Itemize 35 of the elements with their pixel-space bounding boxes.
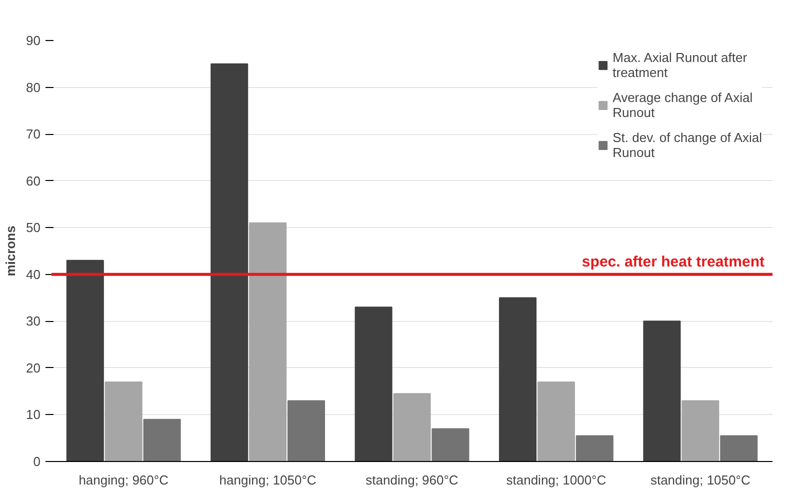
- bar: [498, 297, 537, 462]
- bar: [249, 222, 287, 462]
- y-tick-label: 90: [26, 33, 41, 48]
- legend-label: St. dev. of change of Axial Runout: [612, 130, 762, 160]
- ref-line-label: spec. after heat treatment: [582, 253, 765, 270]
- bar: [720, 435, 758, 462]
- bar: [393, 393, 431, 462]
- x-tick-label: hanging; 960°C: [78, 472, 168, 488]
- y-tick-label: 10: [26, 407, 41, 422]
- bar: [354, 306, 392, 462]
- y-tick-label: 40: [26, 266, 41, 282]
- y-tick-label: 0: [33, 454, 41, 469]
- y-tick-label: 50: [26, 220, 41, 236]
- y-axis-title: microns: [3, 226, 18, 276]
- y-tick-label: 60: [26, 173, 41, 188]
- bar: [66, 260, 104, 462]
- x-tick-label: standing; 960°C: [366, 472, 458, 488]
- bar: [537, 381, 575, 462]
- bar: [576, 435, 614, 462]
- y-tick-label: 80: [26, 80, 41, 95]
- bar: [210, 63, 248, 462]
- bar: [143, 418, 181, 462]
- bar: [643, 320, 681, 462]
- bar: [682, 400, 720, 462]
- bar: [432, 428, 470, 462]
- y-tick-label: 70: [26, 126, 41, 142]
- y-tick-label: 30: [26, 314, 41, 329]
- legend-label: Max. Axial Runout after treatment: [612, 50, 748, 80]
- x-tick-label: hanging; 1050°C: [219, 472, 316, 488]
- y-tick-label: 20: [26, 360, 41, 376]
- legend-label: Average change of Axial Runout: [612, 90, 753, 120]
- x-tick-label: standing; 1050°C: [650, 472, 750, 488]
- x-tick-label: standing; 1000°C: [506, 472, 606, 488]
- bar: [287, 400, 326, 462]
- bar: [104, 381, 142, 462]
